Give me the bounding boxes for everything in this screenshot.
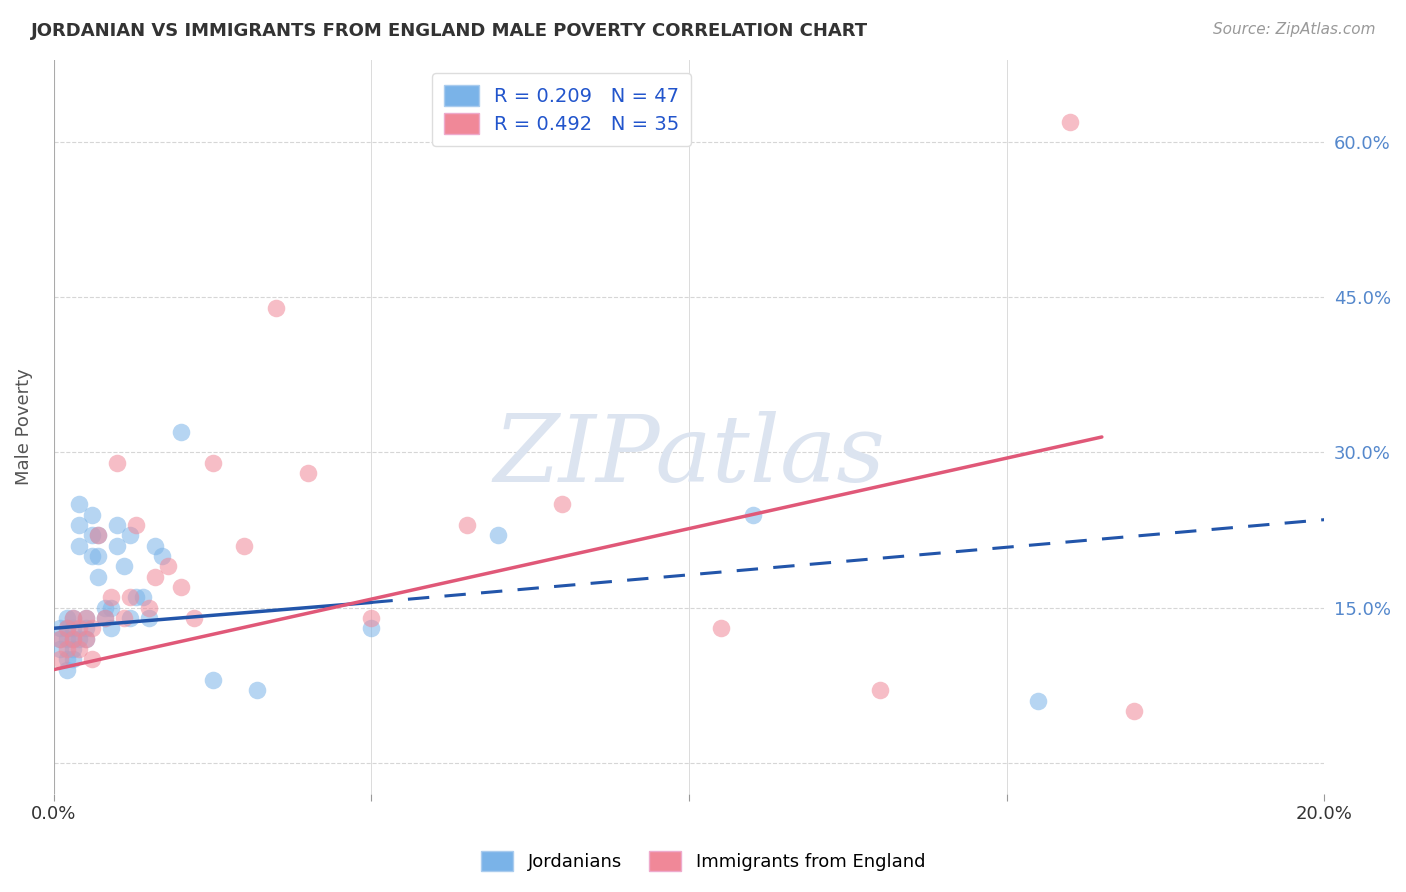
Point [87, 528, 110, 542]
Point [145, 569, 167, 583]
Point [62, 632, 84, 646]
Point [49, 621, 72, 635]
Point [201, 456, 224, 470]
Point [67, 539, 90, 553]
Point [62, 641, 84, 656]
Point [1026, 693, 1049, 707]
Point [1059, 114, 1081, 128]
Point [75, 621, 97, 635]
Point [93, 611, 115, 625]
Point [264, 301, 287, 315]
Point [55, 611, 77, 625]
Point [297, 466, 319, 480]
Point [125, 517, 148, 532]
Point [869, 683, 891, 698]
Point [1122, 704, 1144, 718]
Point [80, 508, 103, 522]
Text: Source: ZipAtlas.com: Source: ZipAtlas.com [1212, 22, 1375, 37]
Point [246, 683, 269, 698]
Point [741, 508, 763, 522]
Point [75, 611, 97, 625]
Point [87, 549, 110, 563]
Point [100, 621, 122, 635]
Point [183, 611, 205, 625]
Point [456, 517, 478, 532]
Legend: Jordanians, Immigrants from England: Jordanians, Immigrants from England [474, 844, 932, 879]
Point [80, 652, 103, 666]
Point [87, 528, 110, 542]
Point [49, 652, 72, 666]
Point [49, 632, 72, 646]
Point [62, 621, 84, 635]
Point [55, 621, 77, 635]
Point [67, 497, 90, 511]
Point [55, 621, 77, 635]
Y-axis label: Male Poverty: Male Poverty [15, 368, 32, 485]
Point [67, 517, 90, 532]
Point [62, 611, 84, 625]
Point [55, 632, 77, 646]
Point [87, 569, 110, 583]
Point [80, 528, 103, 542]
Point [145, 539, 167, 553]
Point [138, 611, 160, 625]
Text: JORDANIAN VS IMMIGRANTS FROM ENGLAND MALE POVERTY CORRELATION CHART: JORDANIAN VS IMMIGRANTS FROM ENGLAND MAL… [31, 22, 868, 40]
Point [67, 641, 90, 656]
Point [67, 621, 90, 635]
Point [80, 549, 103, 563]
Point [62, 652, 84, 666]
Point [55, 652, 77, 666]
Point [170, 580, 193, 594]
Point [112, 611, 135, 625]
Point [100, 600, 122, 615]
Point [62, 632, 84, 646]
Point [360, 611, 382, 625]
Point [125, 591, 148, 605]
Point [360, 621, 382, 635]
Point [62, 611, 84, 625]
Point [93, 600, 115, 615]
Point [710, 621, 733, 635]
Point [118, 591, 141, 605]
Point [150, 549, 173, 563]
Point [132, 591, 155, 605]
Point [75, 632, 97, 646]
Point [93, 611, 115, 625]
Point [80, 621, 103, 635]
Text: ZIPatlas: ZIPatlas [494, 411, 884, 501]
Point [105, 539, 128, 553]
Point [75, 632, 97, 646]
Point [49, 632, 72, 646]
Point [49, 641, 72, 656]
Point [201, 673, 224, 687]
Point [105, 517, 128, 532]
Point [118, 528, 141, 542]
Point [170, 425, 193, 439]
Point [157, 559, 180, 574]
Point [551, 497, 574, 511]
Point [75, 611, 97, 625]
Point [55, 663, 77, 677]
Point [105, 456, 128, 470]
Legend: R = 0.209   N = 47, R = 0.492   N = 35: R = 0.209 N = 47, R = 0.492 N = 35 [432, 73, 692, 145]
Point [138, 600, 160, 615]
Point [233, 539, 256, 553]
Point [488, 528, 510, 542]
Point [100, 591, 122, 605]
Point [55, 641, 77, 656]
Point [112, 559, 135, 574]
Point [118, 611, 141, 625]
Point [67, 632, 90, 646]
